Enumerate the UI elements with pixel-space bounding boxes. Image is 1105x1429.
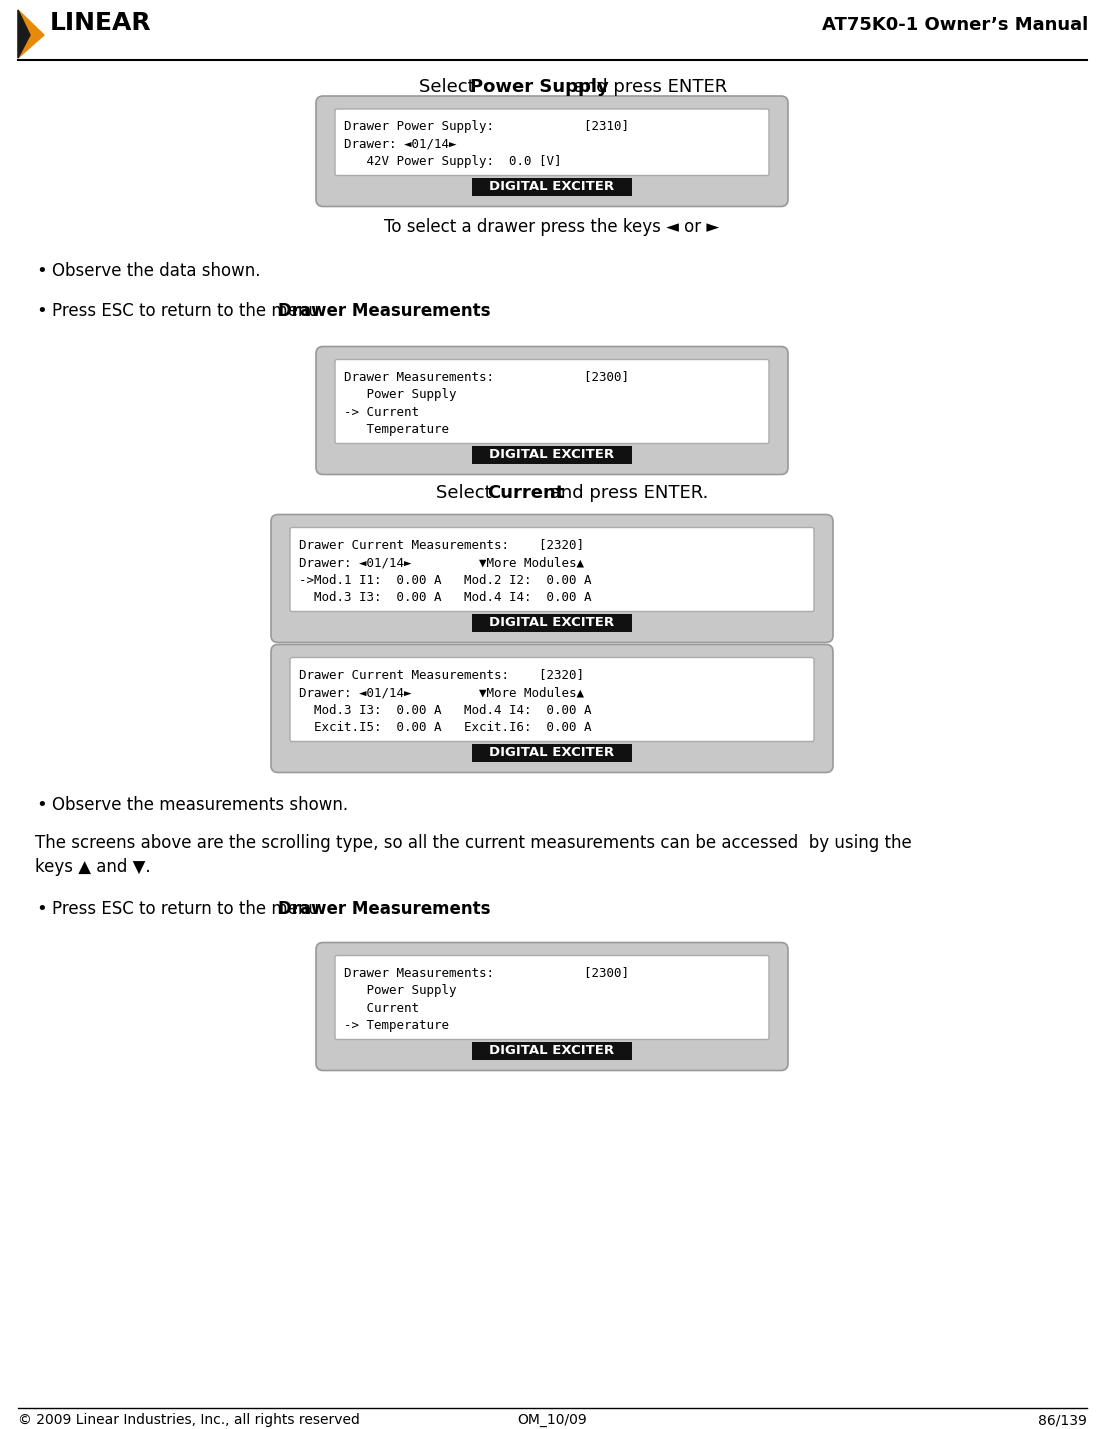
Text: ->Mod.1 I1:  0.00 A   Mod.2 I2:  0.00 A: ->Mod.1 I1: 0.00 A Mod.2 I2: 0.00 A xyxy=(299,573,591,586)
Text: Drawer: ◄01/14►         ▼More Modules▲: Drawer: ◄01/14► ▼More Modules▲ xyxy=(299,686,585,699)
Text: DIGITAL EXCITER: DIGITAL EXCITER xyxy=(490,180,614,193)
FancyBboxPatch shape xyxy=(335,360,769,443)
FancyBboxPatch shape xyxy=(271,644,833,773)
Polygon shape xyxy=(18,10,30,59)
Text: Current: Current xyxy=(487,483,565,502)
Text: Observe the measurements shown.: Observe the measurements shown. xyxy=(52,796,348,813)
Text: Select: Select xyxy=(435,483,497,502)
Text: and press ENTER: and press ENTER xyxy=(568,79,727,96)
Text: Temperature: Temperature xyxy=(344,423,449,436)
FancyBboxPatch shape xyxy=(316,96,788,207)
Text: Mod.3 I3:  0.00 A   Mod.4 I4:  0.00 A: Mod.3 I3: 0.00 A Mod.4 I4: 0.00 A xyxy=(299,703,591,716)
Bar xyxy=(472,1042,632,1059)
Text: Press ESC to return to the menu: Press ESC to return to the menu xyxy=(52,899,324,917)
FancyBboxPatch shape xyxy=(290,527,814,612)
Text: AT75K0-1 Owner’s Manual: AT75K0-1 Owner’s Manual xyxy=(822,16,1088,34)
Text: Drawer: ◄01/14►         ▼More Modules▲: Drawer: ◄01/14► ▼More Modules▲ xyxy=(299,556,585,569)
Polygon shape xyxy=(18,10,44,59)
Text: .: . xyxy=(428,899,433,917)
Text: -> Current: -> Current xyxy=(344,406,419,419)
Text: •: • xyxy=(36,796,46,813)
Bar xyxy=(472,613,632,632)
Bar xyxy=(472,743,632,762)
Text: DIGITAL EXCITER: DIGITAL EXCITER xyxy=(490,449,614,462)
Text: •: • xyxy=(36,302,46,320)
Text: The screens above are the scrolling type, so all the current measurements can be: The screens above are the scrolling type… xyxy=(35,833,912,852)
Text: © 2009 Linear Industries, Inc., all rights reserved: © 2009 Linear Industries, Inc., all righ… xyxy=(18,1413,360,1428)
Text: Drawer Measurements:            [2300]: Drawer Measurements: [2300] xyxy=(344,966,629,979)
Bar xyxy=(472,177,632,196)
Text: Power Supply: Power Supply xyxy=(344,389,456,402)
Text: Drawer Current Measurements:    [2320]: Drawer Current Measurements: [2320] xyxy=(299,669,585,682)
FancyBboxPatch shape xyxy=(290,657,814,742)
Bar xyxy=(472,446,632,463)
Text: Press ESC to return to the menu: Press ESC to return to the menu xyxy=(52,302,324,320)
Text: Drawer Measurements: Drawer Measurements xyxy=(277,302,491,320)
Text: Select: Select xyxy=(419,79,481,96)
Text: OM_10/09: OM_10/09 xyxy=(517,1413,587,1428)
Text: DIGITAL EXCITER: DIGITAL EXCITER xyxy=(490,616,614,629)
Text: 42V Power Supply:  0.0 [V]: 42V Power Supply: 0.0 [V] xyxy=(344,154,561,169)
Text: Drawer: ◄01/14►: Drawer: ◄01/14► xyxy=(344,137,456,150)
Text: Observe the data shown.: Observe the data shown. xyxy=(52,262,261,280)
Text: 86/139: 86/139 xyxy=(1038,1413,1087,1428)
Text: To select a drawer press the keys ◄ or ►: To select a drawer press the keys ◄ or ► xyxy=(385,217,719,236)
Text: keys ▲ and ▼.: keys ▲ and ▼. xyxy=(35,857,150,876)
Text: Mod.3 I3:  0.00 A   Mod.4 I4:  0.00 A: Mod.3 I3: 0.00 A Mod.4 I4: 0.00 A xyxy=(299,592,591,604)
Text: Current: Current xyxy=(344,1002,419,1015)
FancyBboxPatch shape xyxy=(316,943,788,1070)
Text: LINEAR: LINEAR xyxy=(50,11,151,34)
Text: and press ENTER.: and press ENTER. xyxy=(544,483,708,502)
Text: Drawer Current Measurements:    [2320]: Drawer Current Measurements: [2320] xyxy=(299,539,585,552)
Text: Drawer Power Supply:            [2310]: Drawer Power Supply: [2310] xyxy=(344,120,629,133)
Text: Excit.I5:  0.00 A   Excit.I6:  0.00 A: Excit.I5: 0.00 A Excit.I6: 0.00 A xyxy=(299,722,591,735)
Text: DIGITAL EXCITER: DIGITAL EXCITER xyxy=(490,746,614,759)
FancyBboxPatch shape xyxy=(335,956,769,1039)
Text: -> Temperature: -> Temperature xyxy=(344,1019,449,1032)
FancyBboxPatch shape xyxy=(316,346,788,474)
Text: .: . xyxy=(428,302,433,320)
Text: Power Supply: Power Supply xyxy=(344,985,456,997)
Text: Power Supply: Power Supply xyxy=(470,79,609,96)
FancyBboxPatch shape xyxy=(271,514,833,643)
Text: Drawer Measurements:            [2300]: Drawer Measurements: [2300] xyxy=(344,370,629,383)
FancyBboxPatch shape xyxy=(335,109,769,176)
Text: Drawer Measurements: Drawer Measurements xyxy=(277,899,491,917)
Text: DIGITAL EXCITER: DIGITAL EXCITER xyxy=(490,1045,614,1057)
Text: •: • xyxy=(36,262,46,280)
Text: •: • xyxy=(36,899,46,917)
